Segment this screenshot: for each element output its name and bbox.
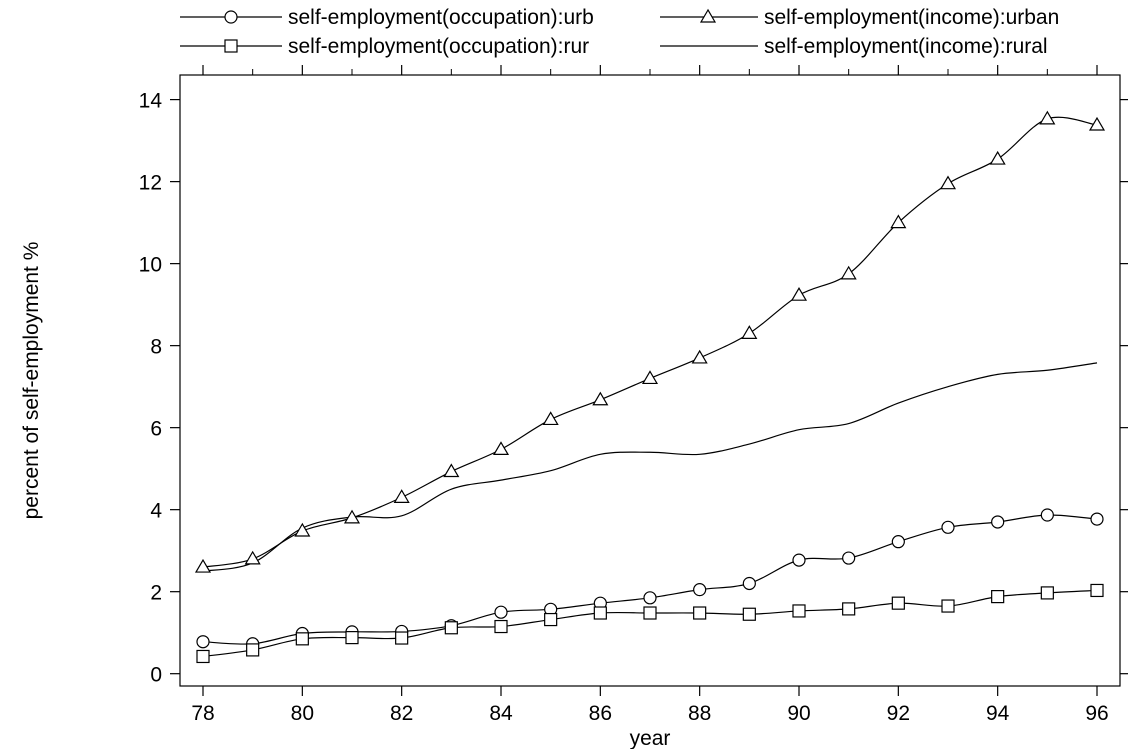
axis-ticks: 78 80 82 84 86 88 90 92 94 96 0 2 4 6 8 10 12 14 bbox=[139, 65, 1128, 725]
data-point-square bbox=[742, 607, 756, 621]
x-tick-label: 78 bbox=[191, 702, 214, 725]
x-tick-label: 90 bbox=[787, 702, 810, 725]
data-point-circle bbox=[792, 553, 806, 567]
x-tick-label: 82 bbox=[390, 702, 413, 725]
data-point-triangle bbox=[393, 489, 410, 503]
legend-marker-square bbox=[224, 39, 238, 53]
x-tick-label: 88 bbox=[688, 702, 711, 725]
y-tick-label: 10 bbox=[139, 254, 162, 277]
legend-marker-triangle bbox=[699, 8, 717, 23]
y-tick-label: 2 bbox=[150, 582, 162, 605]
data-point-triangle bbox=[691, 349, 708, 364]
data-point-square bbox=[991, 590, 1005, 604]
data-point-square bbox=[842, 602, 856, 616]
data-point-triangle bbox=[194, 558, 212, 573]
y-tick-label: 0 bbox=[150, 664, 162, 687]
data-point-circle bbox=[643, 591, 657, 605]
data-point-triangle bbox=[1088, 116, 1106, 131]
data-point-square bbox=[295, 632, 309, 646]
series-lines bbox=[202, 116, 1098, 658]
x-tick-label: 92 bbox=[887, 702, 910, 725]
legend-label: self-employment(occupation):urb bbox=[288, 6, 594, 29]
x-axis-title: year bbox=[630, 727, 671, 749]
legend-marker-circle bbox=[224, 10, 238, 24]
data-point-triangle bbox=[443, 463, 460, 478]
data-point-circle bbox=[891, 535, 905, 549]
x-tick-label: 86 bbox=[589, 702, 612, 725]
data-point-square bbox=[246, 643, 260, 657]
data-point-square bbox=[345, 631, 359, 645]
data-point-square bbox=[544, 612, 558, 627]
series-markers bbox=[194, 110, 1106, 664]
x-tick-label: 84 bbox=[489, 702, 513, 725]
data-point-triangle bbox=[492, 441, 510, 455]
data-point-square bbox=[891, 596, 905, 610]
data-point-triangle bbox=[890, 214, 907, 229]
data-point-circle bbox=[494, 605, 508, 619]
data-point-square bbox=[643, 606, 657, 620]
data-point-circle bbox=[1090, 512, 1104, 526]
data-point-circle bbox=[196, 635, 210, 649]
data-point-triangle bbox=[244, 550, 261, 565]
data-point-triangle bbox=[939, 175, 957, 190]
data-point-square bbox=[196, 649, 210, 664]
data-point-triangle bbox=[741, 325, 758, 339]
series-line-4 bbox=[202, 362, 1098, 572]
y-tick-label: 4 bbox=[150, 500, 162, 523]
y-tick-label: 12 bbox=[139, 172, 162, 195]
data-point-triangle bbox=[592, 391, 609, 406]
data-point-square bbox=[395, 631, 409, 645]
data-point-circle bbox=[842, 551, 856, 565]
data-point-square bbox=[494, 619, 508, 634]
data-point-circle bbox=[742, 576, 756, 591]
series-line-1 bbox=[202, 514, 1098, 645]
data-point-square bbox=[1090, 583, 1104, 598]
data-point-triangle bbox=[840, 265, 857, 280]
data-point-triangle bbox=[294, 522, 311, 537]
data-point-square bbox=[792, 604, 806, 618]
data-point-triangle bbox=[989, 150, 1006, 165]
y-tick-label: 8 bbox=[150, 336, 162, 359]
legend-label: self-employment(occupation):rur bbox=[288, 35, 589, 58]
y-tick-label: 14 bbox=[139, 90, 163, 113]
data-point-triangle bbox=[1039, 110, 1056, 125]
legend: self-employment(occupation):urb self-empl… bbox=[180, 6, 1059, 58]
data-point-circle bbox=[693, 583, 707, 597]
data-point-square bbox=[693, 606, 707, 620]
legend-label: self-employment(income):urban bbox=[764, 6, 1059, 29]
data-point-triangle bbox=[343, 509, 361, 524]
x-tick-label: 96 bbox=[1085, 702, 1108, 725]
data-point-square bbox=[941, 599, 955, 613]
data-point-square bbox=[1040, 586, 1054, 600]
x-tick-label: 94 bbox=[986, 702, 1010, 725]
data-point-square bbox=[444, 621, 458, 635]
data-point-circle bbox=[1040, 508, 1054, 522]
y-axis-title: percent of self-employment % bbox=[20, 242, 43, 520]
series-line-3 bbox=[202, 116, 1098, 568]
data-point-triangle bbox=[542, 411, 559, 426]
data-point-triangle bbox=[641, 370, 659, 385]
legend-label: self-employment(income):rural bbox=[764, 35, 1048, 58]
data-point-triangle bbox=[790, 287, 808, 301]
y-tick-label: 6 bbox=[150, 418, 162, 441]
data-point-circle bbox=[991, 515, 1005, 529]
data-point-square bbox=[593, 606, 607, 620]
data-point-circle bbox=[941, 520, 955, 534]
x-tick-label: 80 bbox=[291, 702, 314, 725]
